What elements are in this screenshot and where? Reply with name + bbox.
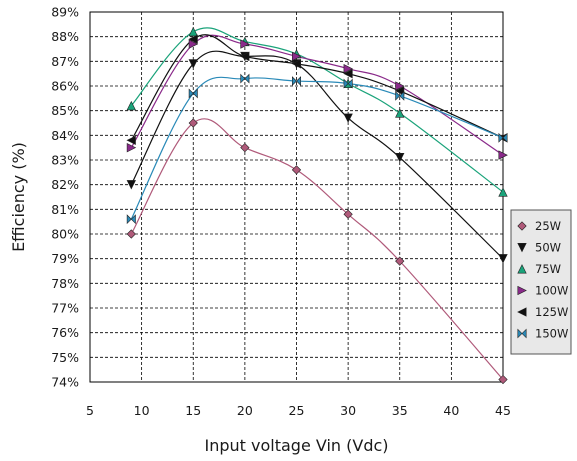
- y-tick-label: 86%: [51, 79, 79, 94]
- y-tick-label: 80%: [51, 227, 79, 242]
- data-point-150W: [291, 76, 302, 86]
- legend-label: 150W: [535, 327, 568, 341]
- data-point-25W: [395, 256, 405, 266]
- y-tick-label: 88%: [51, 29, 79, 44]
- y-tick-label: 83%: [51, 153, 79, 168]
- legend-marker-150W: [517, 328, 527, 339]
- legend-marker-100W: [517, 285, 527, 296]
- data-point-50W: [395, 153, 405, 163]
- data-point-150W: [343, 78, 353, 89]
- series-lines: [130, 27, 504, 380]
- x-tick-label: 40: [443, 403, 459, 418]
- x-axis-title: Input voltage Vin (Vdc): [204, 436, 388, 455]
- y-tick-label: 74%: [51, 375, 79, 390]
- data-point-25W: [498, 374, 508, 385]
- data-point-50W: [188, 59, 198, 69]
- data-point-25W: [343, 209, 353, 219]
- data-point-125W: [343, 68, 353, 79]
- data-point-150W: [498, 132, 508, 143]
- series-line-75W: [130, 27, 504, 193]
- y-tick-label: 81%: [51, 202, 79, 217]
- y-tick-labels: 74% 75% 76% 77% 78% 79% 80% 81% 82% 83% 84% 85% 86% 8…: [51, 5, 79, 390]
- legend: 25W 50W 75W 100W 125W 150W: [510, 209, 572, 355]
- data-point-150W: [395, 90, 405, 101]
- data-point-100W: [291, 51, 302, 62]
- data-point-25W: [126, 229, 136, 239]
- legend-label: 125W: [535, 305, 568, 319]
- x-tick-label: 30: [340, 403, 356, 418]
- legend-label: 100W: [535, 284, 568, 298]
- data-point-75W: [188, 26, 198, 37]
- legend-marker-50W: [517, 243, 527, 253]
- legend-label: 25W: [535, 219, 561, 233]
- data-point-25W: [291, 165, 302, 175]
- data-point-25W: [188, 118, 198, 128]
- y-tick-label: 75%: [51, 350, 79, 365]
- y-tick-label: 79%: [51, 251, 79, 266]
- data-point-125W: [394, 86, 405, 96]
- x-tick-labels: 5 10 15 20 25 30 35 40 45: [86, 403, 511, 418]
- y-tick-label: 84%: [51, 128, 79, 143]
- legend-box: [510, 209, 572, 355]
- series-line-50W: [130, 50, 504, 260]
- data-point-100W: [188, 39, 199, 49]
- data-point-100W: [395, 81, 405, 91]
- x-tick-label: 35: [392, 403, 408, 418]
- series-line-100W: [130, 34, 504, 156]
- legend-marker-125W: [517, 307, 527, 317]
- y-axis-title: Efficiency (%): [9, 142, 28, 252]
- data-point-75W: [498, 187, 508, 197]
- x-tick-label: 5: [86, 403, 94, 418]
- y-tick-label: 89%: [51, 5, 79, 20]
- data-point-125W: [291, 59, 302, 69]
- x-tick-label: 45: [495, 403, 511, 418]
- data-point-50W: [343, 113, 353, 123]
- data-point-50W: [498, 254, 508, 264]
- data-point-125W: [126, 135, 136, 145]
- series-line-25W: [130, 118, 504, 380]
- y-tick-label: 77%: [51, 301, 79, 316]
- data-point-50W: [126, 180, 136, 190]
- y-tick-label: 87%: [51, 54, 79, 69]
- data-point-100W: [240, 39, 250, 49]
- legend-marker-25W: [517, 221, 527, 231]
- data-point-100W: [498, 150, 508, 160]
- legend-label: 50W: [535, 241, 561, 255]
- x-tick-label: 25: [289, 403, 305, 418]
- data-point-100W: [126, 142, 137, 153]
- y-tick-label: 76%: [51, 325, 79, 340]
- data-point-125W: [188, 34, 198, 44]
- data-point-25W: [240, 143, 250, 153]
- y-tick-label: 85%: [51, 103, 79, 118]
- data-point-150W: [188, 88, 198, 99]
- y-tick-label: 82%: [51, 177, 79, 192]
- series-markers: [126, 26, 508, 385]
- data-point-75W: [395, 108, 405, 118]
- data-point-150W: [240, 73, 250, 84]
- data-point-125W: [240, 51, 250, 62]
- x-tick-label: 10: [134, 403, 150, 418]
- legend-marker-75W: [517, 264, 527, 274]
- x-tick-label: 15: [185, 403, 201, 418]
- plot-area: [89, 11, 504, 383]
- y-tick-label: 78%: [51, 276, 79, 291]
- data-point-75W: [126, 100, 136, 111]
- data-point-150W: [126, 214, 136, 225]
- legend-label: 75W: [535, 262, 561, 276]
- x-tick-label: 20: [237, 403, 253, 418]
- data-point-100W: [343, 64, 353, 74]
